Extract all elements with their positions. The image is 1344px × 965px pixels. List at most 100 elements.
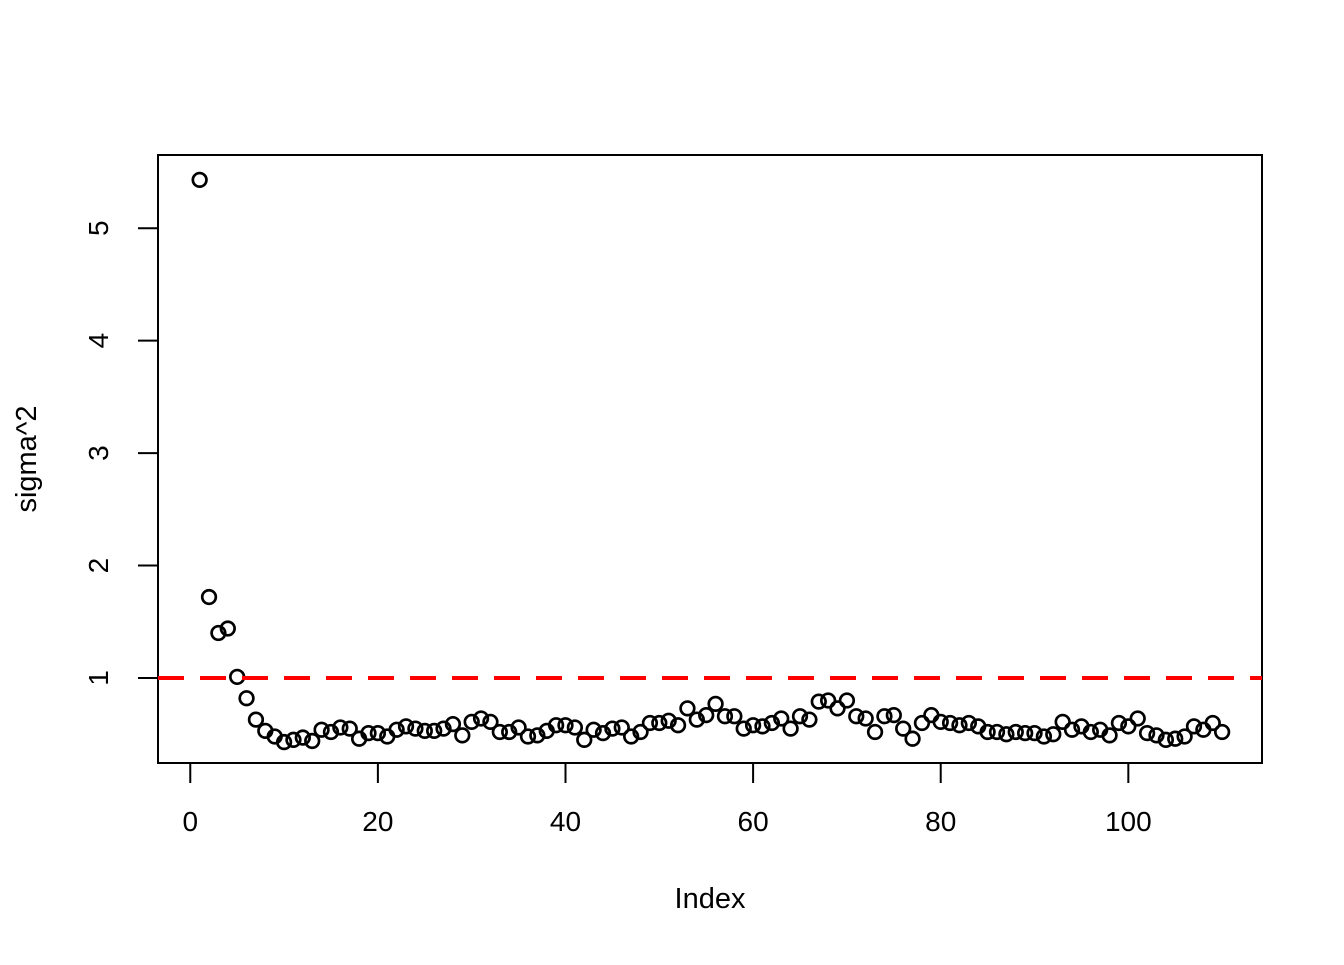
data-point <box>904 730 921 747</box>
data-point <box>641 714 659 732</box>
data-point <box>1138 724 1156 742</box>
data-point <box>1213 723 1231 741</box>
data-point <box>651 714 668 732</box>
data-point <box>482 713 499 730</box>
data-point <box>998 726 1015 743</box>
data-point <box>801 711 818 728</box>
x-tick-label: 60 <box>738 806 769 837</box>
data-point <box>979 723 996 741</box>
data-point <box>923 706 940 724</box>
data-point <box>632 723 649 741</box>
data-point <box>810 693 827 710</box>
data-point <box>416 722 433 739</box>
y-axis-label: sigma^2 <box>11 405 43 512</box>
data-point <box>1035 728 1053 745</box>
data-point <box>332 719 349 736</box>
data-point <box>1054 713 1071 730</box>
data-point <box>1185 718 1203 735</box>
data-point <box>791 708 809 725</box>
data-point <box>951 717 968 734</box>
x-tick-label: 80 <box>925 806 956 837</box>
data-point <box>726 708 743 725</box>
data-point <box>275 733 293 751</box>
data-point <box>529 727 546 744</box>
data-point <box>576 731 593 748</box>
data-point <box>1007 723 1024 741</box>
y-tick-label: 2 <box>83 558 114 574</box>
data-point <box>885 706 902 724</box>
data-point <box>463 713 480 730</box>
data-point <box>1157 731 1174 748</box>
data-point <box>941 714 959 732</box>
data-point <box>322 723 340 741</box>
data-point <box>341 720 358 737</box>
data-point <box>491 723 508 741</box>
x-tick-label: 100 <box>1105 806 1152 837</box>
y-tick-label: 1 <box>83 670 114 686</box>
data-point <box>679 700 696 717</box>
data-point <box>200 588 218 606</box>
data-point <box>247 711 265 728</box>
data-point <box>669 717 687 734</box>
data-point <box>1120 718 1137 735</box>
x-tick-label: 40 <box>550 806 581 837</box>
data-point <box>932 713 949 730</box>
data-point <box>782 720 799 737</box>
data-point <box>819 692 837 709</box>
data-point <box>913 714 931 732</box>
data-point <box>285 731 302 748</box>
data-point <box>219 620 236 637</box>
data-point <box>604 720 621 737</box>
data-point <box>623 728 640 745</box>
data-point <box>698 706 715 724</box>
data-point <box>716 708 734 725</box>
data-point <box>210 624 227 642</box>
data-point <box>1204 714 1221 732</box>
data-point <box>435 720 452 737</box>
data-point <box>1176 728 1193 745</box>
data-point <box>1045 726 1062 743</box>
data-point <box>735 720 752 737</box>
data-point <box>857 710 874 727</box>
data-point <box>557 717 574 734</box>
data-point <box>510 719 527 736</box>
data-point <box>988 723 1006 741</box>
x-tick-label: 20 <box>362 806 393 837</box>
data-point <box>688 711 705 728</box>
data-point <box>1148 727 1165 744</box>
data-point <box>397 718 415 735</box>
data-point <box>660 712 677 729</box>
data-point <box>829 700 846 717</box>
y-tick-label: 4 <box>83 333 114 349</box>
data-point <box>1026 724 1043 742</box>
data-point <box>426 722 443 739</box>
data-point <box>613 719 630 736</box>
data-point <box>773 710 790 727</box>
data-point <box>238 690 255 707</box>
y-tick-label: 5 <box>83 220 114 236</box>
data-point <box>707 695 724 713</box>
data-point <box>744 717 762 734</box>
data-point <box>1129 710 1146 727</box>
data-point <box>566 719 584 736</box>
data-point <box>754 718 771 735</box>
data-point <box>501 723 518 741</box>
data-point <box>360 724 377 742</box>
data-point <box>369 724 387 742</box>
data-point <box>1063 721 1081 738</box>
data-point <box>444 715 462 733</box>
data-point <box>1016 724 1034 742</box>
data-point <box>229 668 246 686</box>
data-point <box>763 714 781 732</box>
data-point <box>519 728 537 745</box>
data-point <box>960 714 978 732</box>
data-point <box>313 721 330 738</box>
data-point <box>876 708 893 725</box>
data-point <box>472 710 490 727</box>
data-point <box>838 692 856 709</box>
data-point <box>1101 727 1118 744</box>
data-point <box>1082 723 1099 741</box>
data-point <box>388 721 405 738</box>
